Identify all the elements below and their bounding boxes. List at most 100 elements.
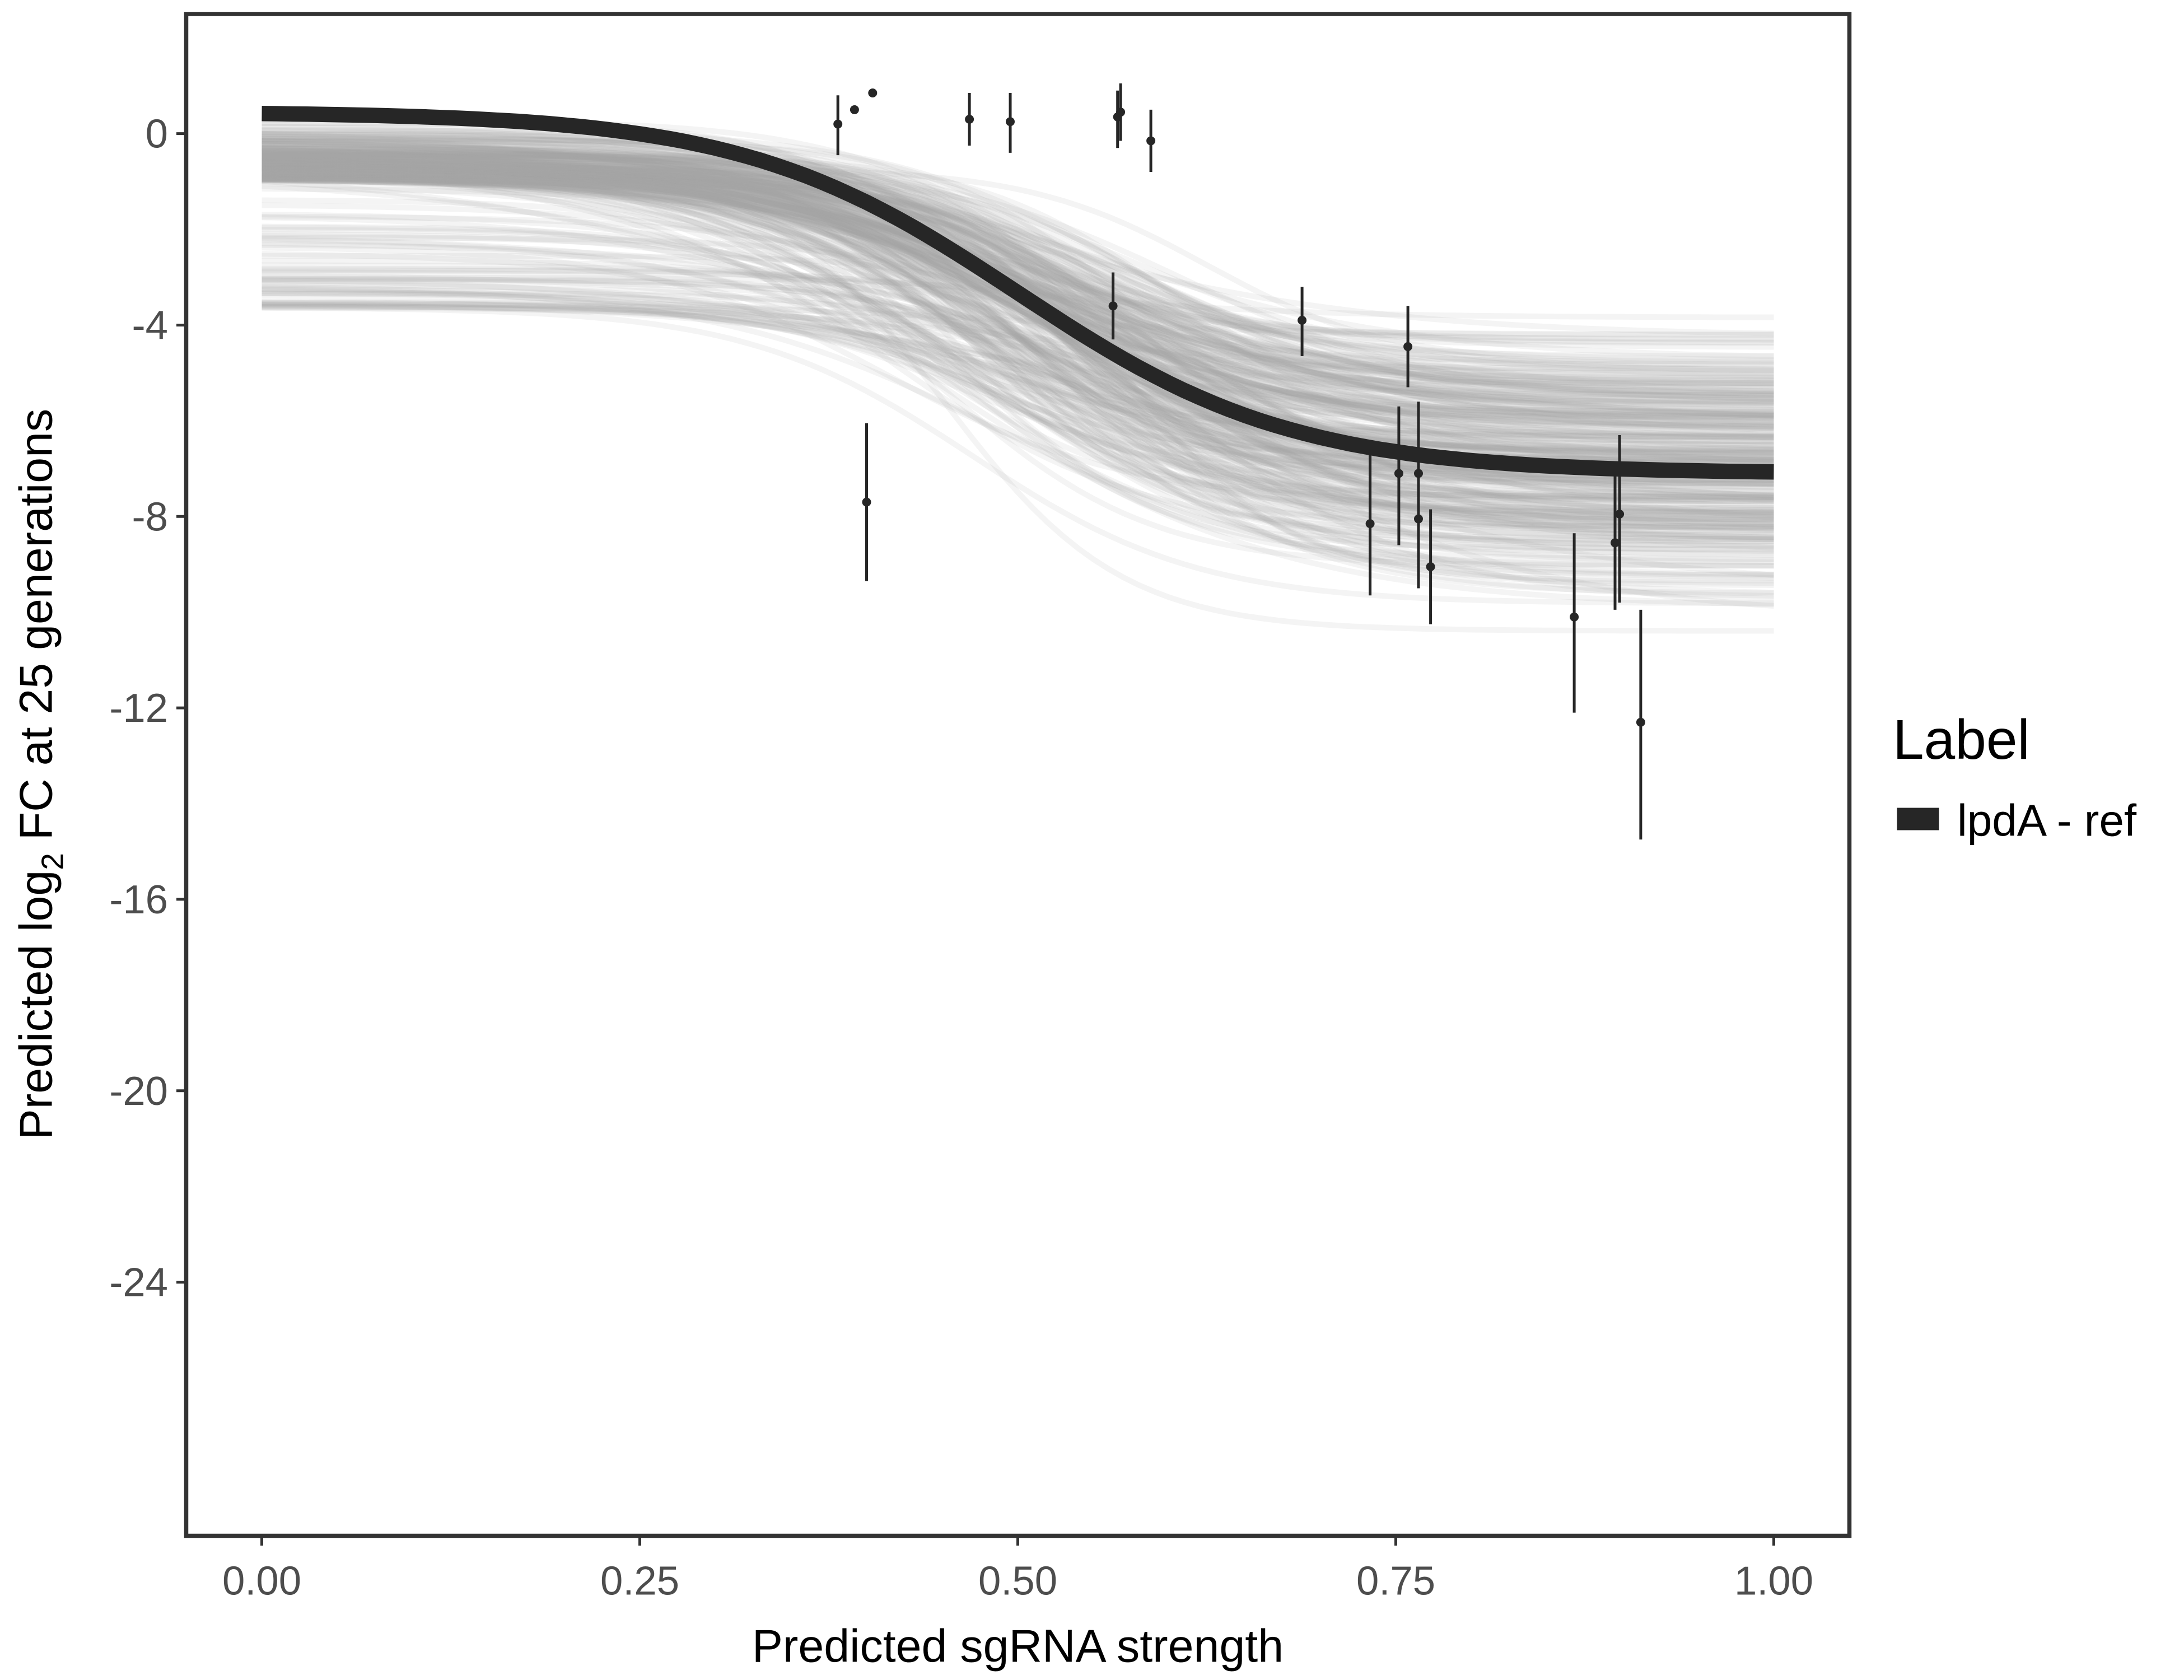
posterior-draw-line (262, 302, 1774, 337)
posterior-draw-line (262, 169, 1774, 517)
posterior-draw-line (262, 202, 1774, 405)
posterior-draw-line (262, 165, 1774, 515)
posterior-draw-line (262, 169, 1774, 519)
point-marker (862, 497, 871, 507)
posterior-draw-line (262, 180, 1774, 499)
posterior-draw-line (262, 300, 1774, 454)
posterior-draw-line (262, 172, 1774, 487)
posterior-draw-line (262, 176, 1774, 562)
posterior-draw-line (262, 161, 1774, 456)
posterior-draw-line (262, 154, 1774, 381)
posterior-draw-line (262, 173, 1774, 511)
posterior-draw-line (262, 177, 1774, 438)
posterior-draw-line (262, 138, 1774, 543)
posterior-draw-line (262, 172, 1774, 426)
posterior-draw-line (262, 157, 1774, 445)
posterior-draw-line (262, 152, 1774, 516)
posterior-draw-line (262, 273, 1774, 502)
posterior-draw-line (262, 153, 1774, 487)
posterior-draw-line (262, 213, 1774, 407)
posterior-draw-line (262, 174, 1774, 386)
posterior-draw-line (262, 152, 1774, 505)
posterior-draw-line (262, 148, 1774, 544)
posterior-draw-line (262, 160, 1774, 518)
posterior-draw-line (262, 156, 1774, 551)
posterior-draw-line (262, 146, 1774, 412)
posterior-draw-line (262, 286, 1774, 534)
data-points (833, 83, 1645, 840)
posterior-draw-line (262, 159, 1774, 499)
posterior-draw-line (262, 155, 1774, 367)
point-marker (1298, 315, 1307, 325)
posterior-draw-line (262, 132, 1774, 395)
posterior-draw-line (262, 157, 1774, 426)
posterior-draw-line (262, 142, 1774, 522)
posterior-draw-line (262, 160, 1774, 359)
posterior-draw-line (262, 167, 1774, 439)
posterior-draw-line (262, 158, 1774, 483)
point-marker (850, 105, 859, 114)
point-marker (1403, 342, 1413, 351)
posterior-draw-line (262, 305, 1774, 453)
posterior-draws (262, 113, 1774, 634)
posterior-draw-line (262, 148, 1774, 521)
posterior-draw-line (262, 160, 1774, 440)
posterior-draw-line (262, 288, 1774, 455)
posterior-draw-line (262, 157, 1774, 449)
posterior-draw-line (262, 136, 1774, 522)
posterior-draw-line (262, 176, 1774, 350)
posterior-draw-line (262, 161, 1774, 634)
posterior-draw-line (262, 146, 1774, 513)
posterior-draw-line (262, 197, 1774, 435)
posterior-draw-line (262, 170, 1774, 528)
posterior-draw-line (262, 183, 1774, 471)
y-tick-label: -12 (109, 685, 168, 731)
posterior-draw-line (262, 133, 1774, 422)
posterior-draw-line (262, 175, 1774, 487)
point-marker (1615, 510, 1625, 519)
posterior-draw-line (262, 163, 1774, 452)
posterior-draw-line (262, 174, 1774, 439)
posterior-draw-line (262, 258, 1774, 451)
posterior-draw-line (262, 174, 1774, 557)
point-marker (1005, 117, 1015, 127)
data-point (1570, 533, 1579, 713)
data-point (1403, 306, 1413, 388)
posterior-draw-line (262, 175, 1774, 343)
posterior-draw-line (262, 164, 1774, 346)
posterior-draw-line (262, 278, 1774, 516)
posterior-draw-line (262, 165, 1774, 461)
data-point (850, 105, 859, 114)
point-marker (1611, 538, 1620, 548)
posterior-draw-line (262, 223, 1774, 501)
posterior-draw-line (262, 170, 1774, 379)
posterior-draw-line (262, 145, 1774, 337)
posterior-draw-line (262, 174, 1774, 565)
posterior-draw-line (262, 225, 1774, 569)
posterior-draw-line (262, 148, 1774, 372)
posterior-draw-line (262, 165, 1774, 419)
posterior-draw-line (262, 153, 1774, 373)
posterior-draw-line (262, 166, 1774, 608)
posterior-draw-line (262, 175, 1774, 538)
posterior-draw-line (262, 153, 1774, 460)
posterior-draw-line (262, 276, 1774, 588)
posterior-draw-line (262, 124, 1774, 430)
posterior-draw-line (262, 152, 1774, 389)
data-point (1636, 609, 1645, 840)
data-point (965, 93, 974, 146)
posterior-draw-line (262, 172, 1774, 389)
posterior-draw-line (262, 166, 1774, 418)
legend: Label lpdA - ref (1893, 708, 2137, 846)
posterior-draw-line (262, 290, 1774, 454)
x-tick-label: 1.00 (1734, 1558, 1813, 1604)
posterior-draw-line (262, 144, 1774, 383)
posterior-draw-line (262, 137, 1774, 397)
data-point (1615, 435, 1625, 603)
posterior-draw-line (262, 290, 1774, 505)
posterior-draw-line (262, 164, 1774, 402)
posterior-draw-line (262, 172, 1774, 450)
posterior-draw-line (262, 166, 1774, 496)
data-point (862, 423, 871, 581)
